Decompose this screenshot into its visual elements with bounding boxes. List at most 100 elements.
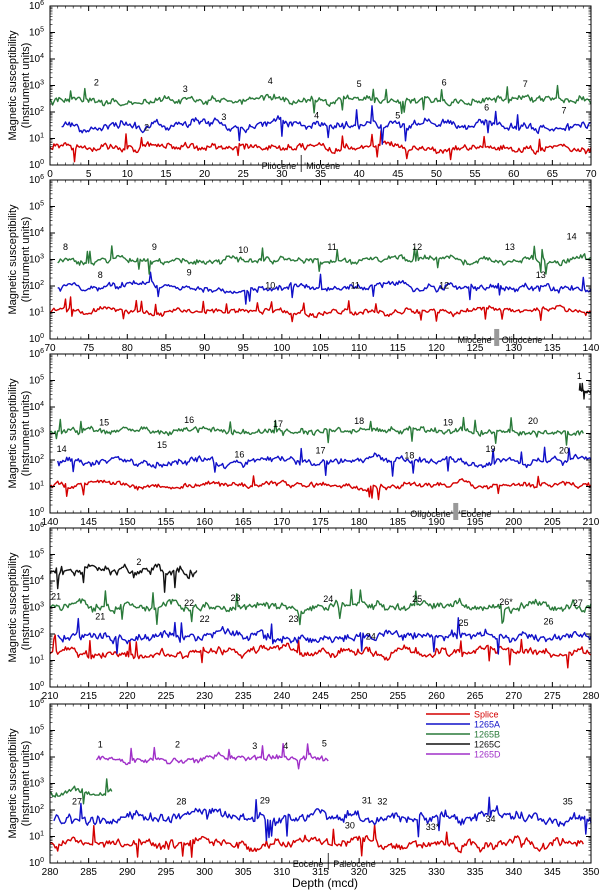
y-tick-exponent: 4 xyxy=(40,751,44,758)
y-tick-exponent: 5 xyxy=(40,27,44,34)
y-tick-base: 10 xyxy=(29,832,41,843)
core-label: 15 xyxy=(157,440,167,450)
series-1265b xyxy=(49,84,592,115)
x-tick-label: 230 xyxy=(196,691,213,702)
x-tick-label: 25 xyxy=(238,169,250,180)
y-tick-base: 10 xyxy=(29,81,41,92)
x-tick-label: 290 xyxy=(119,867,136,878)
core-label: 16 xyxy=(234,449,244,459)
y-tick-exponent: 4 xyxy=(40,575,44,582)
y-axis-label-units: (Instrument units) xyxy=(20,43,32,129)
y-tick-base: 10 xyxy=(29,402,41,413)
epoch-label-older: Pliocene xyxy=(262,161,297,171)
y-axis-label: Magnetic susceptibility xyxy=(7,30,19,141)
series-1265a xyxy=(57,271,592,305)
core-label: 30 xyxy=(345,821,355,831)
legend-entry: 1265A xyxy=(474,720,500,730)
x-tick-label: 210 xyxy=(42,691,59,702)
y-tick-exponent: 5 xyxy=(40,549,44,556)
x-tick-label: 350 xyxy=(583,867,600,878)
x-tick-label: 110 xyxy=(351,343,367,354)
core-label: 2 xyxy=(144,123,149,133)
x-tick-label: 300 xyxy=(196,867,213,878)
x-tick-label: 215 xyxy=(80,691,97,702)
y-tick-exponent: 1 xyxy=(40,307,44,314)
x-tick-label: 20 xyxy=(199,169,211,180)
y-tick-base: 10 xyxy=(29,429,41,440)
y-tick-base: 10 xyxy=(29,482,41,493)
core-label: 20 xyxy=(528,416,538,426)
panel-frame xyxy=(49,179,592,340)
y-axis-label-units: (Instrument units) xyxy=(20,217,32,303)
x-tick-label: 250 xyxy=(351,691,368,702)
y-tick-exponent: 5 xyxy=(40,375,44,382)
core-label: 3 xyxy=(183,84,188,94)
x-tick-label: 170 xyxy=(274,517,291,528)
x-tick-label: 70 xyxy=(44,343,56,354)
series-1265a xyxy=(61,105,592,145)
y-tick-label: 103 xyxy=(29,428,44,440)
core-label: 11 xyxy=(351,281,360,291)
x-tick-label: 345 xyxy=(544,867,561,878)
y-tick-label: 106 xyxy=(29,174,44,186)
y-tick-exponent: 2 xyxy=(40,628,44,635)
epoch-boundary-marker xyxy=(453,502,459,520)
panel-frame xyxy=(49,353,592,514)
y-tick-base: 10 xyxy=(29,1,41,12)
core-label: 26 xyxy=(543,617,553,627)
y-tick-label: 103 xyxy=(29,80,44,92)
x-tick-label: 30 xyxy=(276,169,288,180)
core-label: 27 xyxy=(72,797,82,807)
y-tick-exponent: 6 xyxy=(40,698,44,705)
x-tick-label: 0 xyxy=(47,169,53,180)
x-tick-label: 240 xyxy=(274,691,291,702)
core-label: 16 xyxy=(184,415,194,425)
x-tick-label: 50 xyxy=(431,169,443,180)
core-label: 4 xyxy=(268,76,273,86)
y-tick-label: 105 xyxy=(29,725,44,737)
core-label: 4 xyxy=(283,741,288,751)
core-label: 34 xyxy=(486,814,496,824)
epoch-label-younger: Miocene xyxy=(306,161,340,171)
y-tick-base: 10 xyxy=(29,699,41,710)
y-tick-base: 10 xyxy=(29,349,41,360)
y-tick-label: 106 xyxy=(29,522,44,534)
core-label: 3 xyxy=(252,741,257,751)
series-1265a xyxy=(57,446,592,477)
y-tick-exponent: 1 xyxy=(40,831,44,838)
x-tick-label: 125 xyxy=(467,343,484,354)
y-tick-exponent: 4 xyxy=(40,53,44,60)
series-splice xyxy=(49,823,584,858)
core-label: 33* xyxy=(426,822,440,832)
x-tick-label: 280 xyxy=(583,691,600,702)
y-tick-base: 10 xyxy=(29,656,41,667)
core-label: 10 xyxy=(265,281,275,291)
series-splice xyxy=(49,130,592,163)
x-tick-label: 75 xyxy=(83,343,95,354)
y-tick-exponent: 0 xyxy=(40,681,44,688)
x-tick-label: 185 xyxy=(389,517,406,528)
y-tick-label: 104 xyxy=(29,575,44,587)
core-label: 17 xyxy=(273,419,283,429)
x-tick-label: 260 xyxy=(428,691,445,702)
core-label: 20 xyxy=(559,445,569,455)
x-tick-label: 55 xyxy=(470,169,482,180)
core-label: 19 xyxy=(443,418,453,428)
x-tick-label: 305 xyxy=(235,867,252,878)
core-label: 35 xyxy=(563,797,573,807)
y-tick-exponent: 4 xyxy=(40,227,44,234)
epoch-label-younger: Oligocene xyxy=(502,335,543,345)
x-tick-label: 160 xyxy=(196,517,213,528)
y-tick-label: 102 xyxy=(29,106,44,118)
x-tick-label: 225 xyxy=(158,691,175,702)
y-tick-base: 10 xyxy=(29,334,41,345)
y-tick-label: 104 xyxy=(29,53,44,65)
y-tick-label: 100 xyxy=(29,507,44,519)
core-label: 3 xyxy=(221,112,226,122)
core-label: 6 xyxy=(442,78,447,88)
x-tick-label: 255 xyxy=(389,691,406,702)
y-tick-label: 104 xyxy=(29,401,44,413)
